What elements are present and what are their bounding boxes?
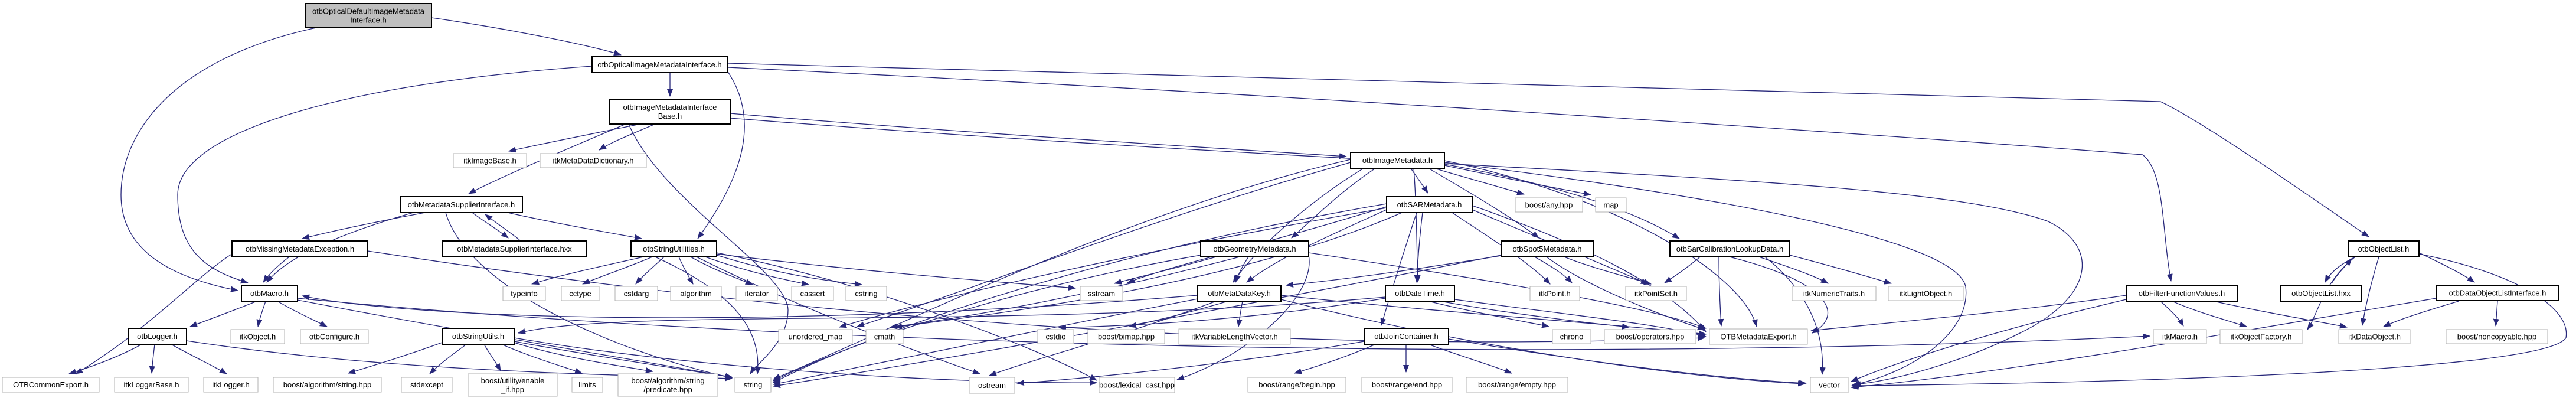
- svg-text:chrono: chrono: [1560, 332, 1584, 341]
- svg-text:Base.h: Base.h: [658, 112, 682, 120]
- svg-text:otbStringUtils.h: otbStringUtils.h: [452, 332, 504, 341]
- svg-text:otbConfigure.h: otbConfigure.h: [309, 332, 359, 341]
- svg-text:itkVariableLengthVector.h: itkVariableLengthVector.h: [1191, 332, 1277, 341]
- svg-text:itkMetaDataDictionary.h: itkMetaDataDictionary.h: [553, 157, 633, 165]
- svg-text:OTBCommonExport.h: OTBCommonExport.h: [13, 380, 89, 389]
- svg-text:itkDataObject.h: itkDataObject.h: [2348, 332, 2401, 341]
- svg-text:otbDateTime.h: otbDateTime.h: [1395, 289, 1445, 298]
- svg-text:otbMacro.h: otbMacro.h: [250, 289, 289, 298]
- svg-text:otbOpticalImageMetadataInterfa: otbOpticalImageMetadataInterface.h: [597, 60, 721, 69]
- svg-text:_if.hpp: _if.hpp: [501, 385, 524, 394]
- svg-text:otbGeometryMetadata.h: otbGeometryMetadata.h: [1213, 244, 1296, 253]
- svg-text:string: string: [744, 380, 763, 389]
- svg-text:itkPoint.h: itkPoint.h: [1539, 289, 1570, 298]
- svg-text:Interface.h: Interface.h: [350, 16, 386, 25]
- svg-text:typeinfo: typeinfo: [511, 289, 538, 298]
- svg-text:itkImageBase.h: itkImageBase.h: [463, 157, 516, 165]
- svg-text:otbMetadataSupplierInterface.h: otbMetadataSupplierInterface.hxx: [457, 244, 572, 253]
- svg-text:boost/bimap.hpp: boost/bimap.hpp: [1098, 332, 1155, 341]
- svg-text:itkObject.h: itkObject.h: [240, 332, 276, 341]
- svg-text:boost/algorithm/string.hpp: boost/algorithm/string.hpp: [283, 380, 372, 389]
- svg-text:boost/utility/enable: boost/utility/enable: [481, 376, 545, 385]
- svg-text:itkObjectFactory.h: itkObjectFactory.h: [2231, 332, 2292, 341]
- svg-text:otbSarCalibrationLookupData.h: otbSarCalibrationLookupData.h: [1676, 244, 1783, 253]
- svg-text:cassert: cassert: [800, 289, 825, 298]
- svg-text:boost/range/end.hpp: boost/range/end.hpp: [1372, 380, 1442, 389]
- svg-text:algorithm: algorithm: [680, 289, 711, 298]
- svg-text:otbMetaDataKey.h: otbMetaDataKey.h: [1208, 289, 1271, 298]
- svg-text:otbDataObjectListInterface.h: otbDataObjectListInterface.h: [2449, 289, 2546, 298]
- svg-text:itkMacro.h: itkMacro.h: [2162, 332, 2198, 341]
- svg-text:otbObjectList.hxx: otbObjectList.hxx: [2291, 289, 2351, 298]
- svg-text:boost/range/begin.hpp: boost/range/begin.hpp: [1258, 380, 1335, 389]
- svg-text:boost/any.hpp: boost/any.hpp: [1525, 201, 1573, 210]
- svg-text:cmath: cmath: [874, 332, 895, 341]
- svg-text:otbObjectList.h: otbObjectList.h: [2358, 244, 2410, 253]
- svg-text:sstream: sstream: [1088, 289, 1115, 298]
- svg-text:itkNumericTraits.h: itkNumericTraits.h: [1803, 289, 1865, 298]
- svg-text:boost/algorithm/string: boost/algorithm/string: [631, 376, 704, 385]
- svg-text:otbFilterFunctionValues.h: otbFilterFunctionValues.h: [2139, 289, 2225, 298]
- svg-text:cctype: cctype: [569, 289, 591, 298]
- svg-text:otbMissingMetadataException.h: otbMissingMetadataException.h: [246, 244, 354, 253]
- svg-text:otbSARMetadata.h: otbSARMetadata.h: [1397, 200, 1462, 209]
- svg-text:unordered_map: unordered_map: [789, 332, 843, 341]
- svg-text:otbOpticalDefaultImageMetadata: otbOpticalDefaultImageMetadata: [312, 7, 425, 16]
- svg-text:otbSpot5Metadata.h: otbSpot5Metadata.h: [1512, 244, 1581, 253]
- svg-text:cstdio: cstdio: [1046, 332, 1066, 341]
- svg-text:itkLoggerBase.h: itkLoggerBase.h: [124, 380, 179, 389]
- svg-text:otbImageMetadataInterface: otbImageMetadataInterface: [623, 103, 717, 112]
- svg-text:map: map: [1603, 201, 1618, 210]
- svg-text:boost/operators.hpp: boost/operators.hpp: [1616, 332, 1685, 341]
- svg-text:iterator: iterator: [745, 289, 769, 298]
- svg-text:OTBMetadataExport.h: OTBMetadataExport.h: [1720, 332, 1796, 341]
- svg-text:vector: vector: [1819, 381, 1840, 390]
- svg-text:ostream: ostream: [978, 381, 1006, 390]
- svg-text:otbImageMetadata.h: otbImageMetadata.h: [1362, 156, 1433, 165]
- svg-text:stdexcept: stdexcept: [410, 380, 443, 389]
- svg-text:itkLightObject.h: itkLightObject.h: [1900, 289, 1953, 298]
- svg-text:otbLogger.h: otbLogger.h: [137, 332, 178, 341]
- svg-text:itkLogger.h: itkLogger.h: [212, 380, 250, 389]
- svg-text:boost/lexical_cast.hpp: boost/lexical_cast.hpp: [1099, 381, 1175, 390]
- svg-text:itkPointSet.h: itkPointSet.h: [1634, 289, 1678, 298]
- svg-text:/predicate.hpp: /predicate.hpp: [643, 385, 692, 394]
- svg-text:otbJoinContainer.h: otbJoinContainer.h: [1374, 332, 1438, 341]
- svg-text:boost/noncopyable.hpp: boost/noncopyable.hpp: [2457, 332, 2536, 341]
- svg-text:limits: limits: [578, 380, 596, 389]
- svg-text:otbStringUtilities.h: otbStringUtilities.h: [643, 244, 705, 253]
- svg-text:boost/range/empty.hpp: boost/range/empty.hpp: [1478, 380, 1556, 389]
- svg-text:otbMetadataSupplierInterface.h: otbMetadataSupplierInterface.h: [408, 200, 515, 209]
- svg-text:cstdarg: cstdarg: [624, 289, 649, 298]
- svg-text:cstring: cstring: [855, 289, 877, 298]
